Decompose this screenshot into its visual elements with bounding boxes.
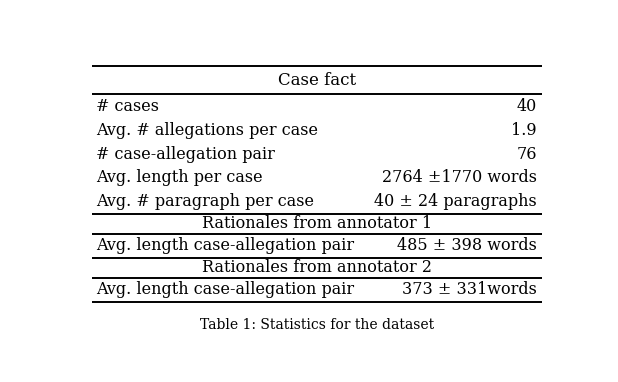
Text: Avg. # paragraph per case: Avg. # paragraph per case	[96, 193, 315, 210]
Text: Avg. # allegations per case: Avg. # allegations per case	[96, 122, 318, 139]
Text: Avg. length case-allegation pair: Avg. length case-allegation pair	[96, 281, 355, 298]
Text: 373 ± 331words: 373 ± 331words	[402, 281, 537, 298]
Text: # cases: # cases	[96, 98, 159, 115]
Text: Rationales from annotator 2: Rationales from annotator 2	[201, 259, 432, 276]
Text: Rationales from annotator 1: Rationales from annotator 1	[201, 215, 432, 232]
Text: Case fact: Case fact	[277, 72, 356, 89]
Text: # case-allegation pair: # case-allegation pair	[96, 146, 275, 163]
Text: 40 ± 24 paragraphs: 40 ± 24 paragraphs	[375, 193, 537, 210]
Text: Avg. length per case: Avg. length per case	[96, 169, 263, 186]
Text: 76: 76	[517, 146, 537, 163]
Text: Table 1: Statistics for the dataset: Table 1: Statistics for the dataset	[200, 318, 434, 332]
Text: 1.9: 1.9	[512, 122, 537, 139]
Text: Avg. length case-allegation pair: Avg. length case-allegation pair	[96, 237, 355, 254]
Text: 40: 40	[517, 98, 537, 115]
Text: 485 ± 398 words: 485 ± 398 words	[397, 237, 537, 254]
Text: 2764 ±1770 words: 2764 ±1770 words	[382, 169, 537, 186]
